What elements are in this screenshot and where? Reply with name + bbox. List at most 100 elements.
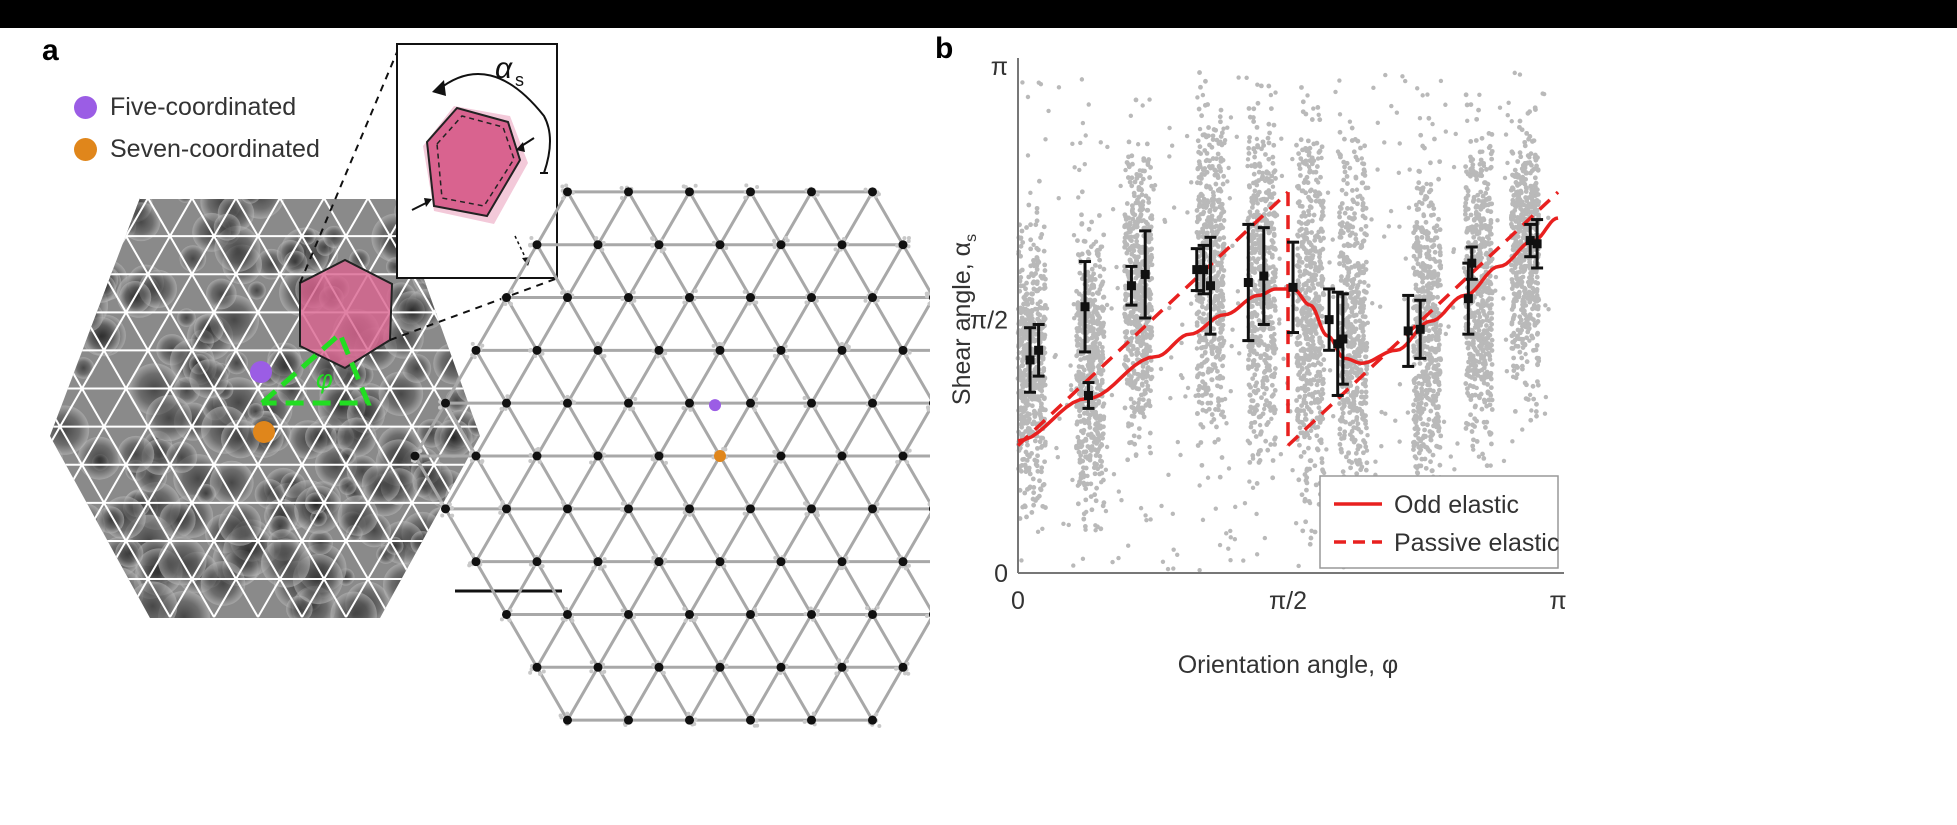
scatter-point	[1483, 180, 1488, 186]
scatter-point	[1194, 366, 1200, 371]
scatter-point	[1306, 240, 1312, 245]
scatter-point	[1035, 495, 1040, 501]
scatter-point	[1473, 138, 1479, 143]
scatter-point	[1199, 316, 1204, 322]
scatter-point	[1305, 138, 1311, 144]
scatter-point	[1484, 186, 1490, 192]
scatter-point	[1317, 346, 1322, 352]
scatter-point	[1215, 151, 1221, 157]
scatter-point	[1428, 160, 1433, 166]
scatter-point	[1415, 239, 1421, 245]
scatter-point	[1464, 169, 1469, 175]
scatter-point	[1026, 274, 1032, 280]
scatter-point	[1216, 403, 1222, 408]
scatter-point	[1258, 282, 1264, 287]
legend-seven-label: Seven-coordinated	[110, 134, 320, 163]
scatter-point	[1411, 343, 1417, 349]
scatter-point	[1313, 324, 1319, 330]
scatter-point	[1302, 472, 1308, 477]
scatter-point	[1489, 362, 1495, 367]
scatter-point	[1196, 204, 1202, 209]
scatter-point	[1480, 308, 1486, 314]
scatter-point	[1354, 408, 1360, 414]
scatter-point	[1029, 451, 1034, 456]
scatter-point	[1337, 210, 1342, 216]
scatter-point	[1042, 395, 1047, 401]
scatter-point	[1031, 261, 1037, 267]
scatter-point	[1256, 342, 1262, 348]
scatter-point	[1517, 349, 1523, 355]
scatter-point	[1513, 343, 1519, 349]
scatter-point	[1353, 450, 1359, 456]
scatter-point	[1142, 168, 1147, 174]
scatter-point	[1419, 456, 1425, 462]
scatter-point	[1034, 458, 1040, 464]
scatter-point	[1258, 233, 1263, 239]
scatter-point	[1487, 201, 1493, 207]
scatter-point	[1100, 403, 1106, 409]
scatter-point	[1411, 230, 1417, 236]
scatter-point	[1271, 226, 1277, 232]
scatter-point	[1302, 496, 1308, 502]
scatter-point	[1131, 306, 1137, 312]
scatter-point	[1024, 372, 1029, 378]
scatter-point	[1147, 247, 1153, 253]
scatter-point	[1308, 409, 1314, 415]
scatter-point	[1341, 159, 1347, 165]
scatter-point	[1319, 144, 1325, 150]
scatter-point	[1308, 428, 1314, 434]
scatter-point	[1426, 281, 1432, 287]
scatter-point	[1135, 273, 1141, 279]
scatter-point	[1296, 162, 1302, 168]
scatter-point	[1097, 417, 1103, 423]
scatter-point	[1085, 249, 1091, 255]
scatter-point	[1303, 190, 1309, 196]
scatter-point	[1095, 364, 1101, 370]
scatter-point	[1029, 308, 1035, 314]
scatter-point	[1271, 142, 1277, 148]
scatter-point	[1100, 352, 1105, 358]
scatter-point	[1426, 375, 1432, 381]
scatter-point	[1343, 419, 1348, 425]
scatter-point	[1077, 457, 1083, 463]
scatter-point	[1205, 387, 1211, 393]
scatter-point	[1411, 408, 1417, 414]
scatter-point	[1214, 242, 1219, 248]
scatter-point	[1200, 385, 1206, 391]
scatter-point	[1027, 471, 1033, 477]
scatter-point	[1029, 403, 1035, 409]
scatter-point	[1437, 387, 1442, 393]
scatter-point	[1517, 118, 1523, 124]
scatter-point	[1301, 210, 1307, 216]
scatter-point	[1093, 409, 1098, 415]
scatter-point	[1030, 496, 1036, 502]
scatter-point	[1317, 148, 1323, 154]
scatter-point	[1090, 358, 1096, 364]
scatter-point	[1360, 203, 1366, 208]
scatter-point	[1200, 344, 1206, 350]
scatter-point	[1349, 125, 1355, 131]
scatter-point	[1350, 278, 1356, 284]
scatter-point	[1473, 205, 1479, 210]
scatter-point	[1145, 207, 1151, 213]
figure: a Five-coordinated Seven-coordinated	[0, 28, 1957, 825]
scatter-point	[1468, 412, 1473, 418]
scatter-point	[1139, 381, 1145, 387]
scatter-point	[1429, 244, 1435, 250]
scatter-point	[1148, 367, 1154, 372]
scatter-point	[1097, 471, 1103, 477]
scatter-point	[1097, 257, 1103, 263]
scatter-point	[1316, 378, 1322, 383]
scatter-point	[1249, 420, 1254, 426]
scatter-point	[1264, 169, 1270, 175]
scatter-point	[1195, 373, 1201, 378]
scatter-point	[1437, 227, 1443, 233]
scatter-point	[1309, 260, 1315, 266]
scatter-point	[1217, 341, 1223, 347]
scatter-point	[1077, 382, 1083, 388]
scatter-point	[1429, 355, 1435, 361]
scatter-point	[1088, 481, 1094, 487]
scatter-point	[1416, 380, 1422, 386]
scatter-point	[1428, 273, 1434, 279]
scatter-point	[1415, 409, 1421, 414]
